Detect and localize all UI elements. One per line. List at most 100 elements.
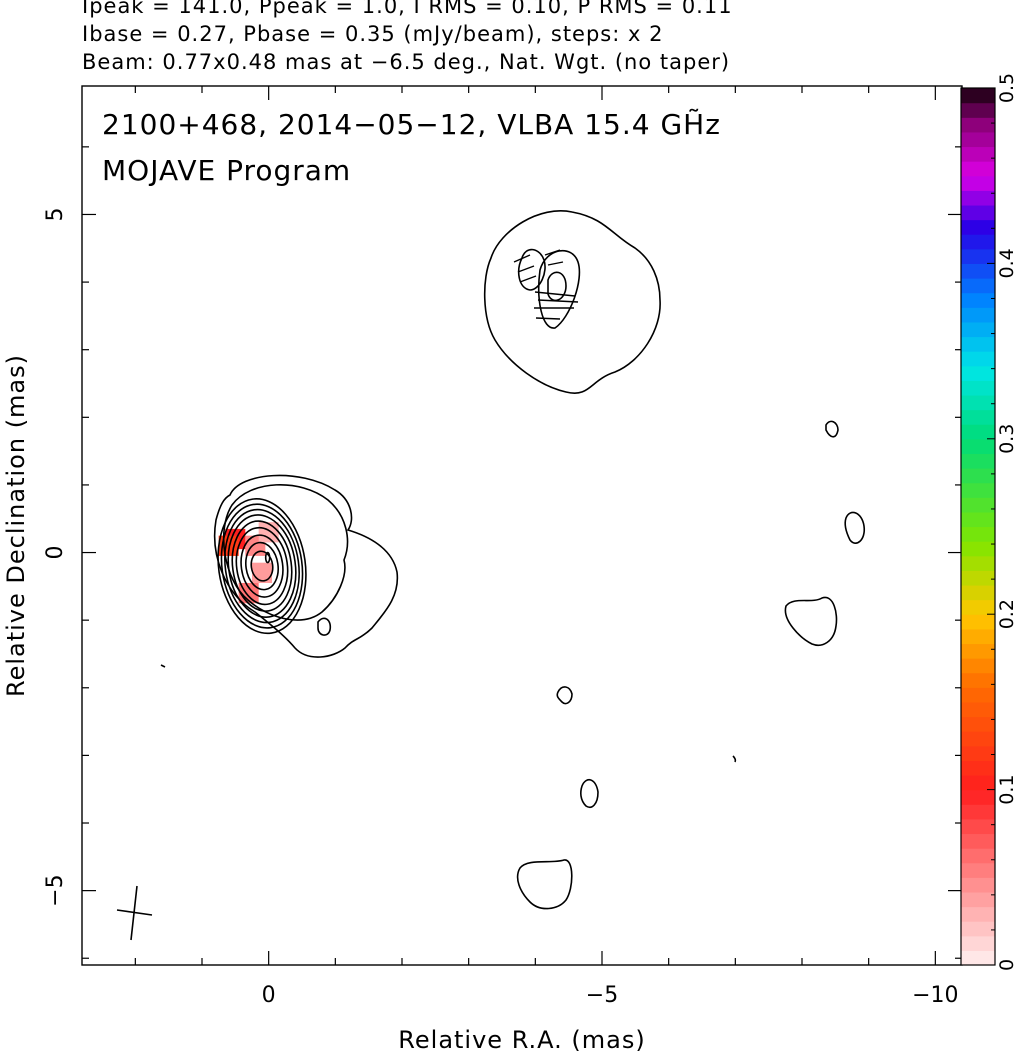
colorbar-segment bbox=[961, 672, 995, 688]
colorbar-segment bbox=[961, 614, 995, 630]
colorbar-segment bbox=[961, 774, 995, 791]
plot-border bbox=[81, 85, 963, 966]
beam-marker bbox=[116, 885, 153, 941]
colorbar-segment bbox=[961, 380, 995, 396]
core-contour-ring bbox=[240, 534, 284, 598]
colorbar-tick-label: 0.5 bbox=[996, 73, 1018, 103]
colorbar-tick-label: 0.1 bbox=[996, 774, 1018, 804]
core-contour-ring bbox=[224, 508, 300, 624]
contour-blob-4 bbox=[556, 686, 573, 705]
x-tick-label: −10 bbox=[912, 983, 958, 1008]
y-tick-label: −5 bbox=[43, 874, 68, 906]
contour-blob-1 bbox=[825, 420, 839, 438]
colorbar-segment bbox=[961, 190, 995, 206]
colorbar-segment bbox=[961, 336, 995, 352]
colorbar-segment bbox=[961, 161, 995, 177]
colorbar-segment bbox=[961, 745, 995, 761]
contour-knot-north bbox=[483, 210, 661, 394]
plot-title: 2100+468, 2014−05−12, VLBA 15.4 GH̃z bbox=[102, 108, 721, 141]
colorbar-segment bbox=[961, 628, 995, 645]
core-contours bbox=[217, 498, 307, 635]
colorbar-segment bbox=[961, 248, 995, 264]
colorbar-segment bbox=[961, 321, 995, 338]
x-tick-label: 0 bbox=[262, 983, 276, 1008]
colorbar-segment bbox=[961, 263, 995, 279]
evpa-ticks bbox=[513, 249, 579, 320]
colorbar-tick-label: 0.4 bbox=[996, 248, 1018, 278]
colorbar-segment bbox=[961, 351, 995, 367]
core-contour-ring bbox=[250, 550, 274, 582]
colorbar-segment bbox=[961, 731, 995, 747]
colorbar-segment bbox=[961, 175, 995, 191]
colorbar-segment bbox=[961, 643, 995, 659]
colorbar-segment bbox=[961, 453, 995, 469]
y-axis-label: Relative Declination (mas) bbox=[2, 353, 30, 698]
colorbar-segment bbox=[961, 117, 995, 133]
x-tick-label: −5 bbox=[586, 983, 618, 1008]
colorbar-segment bbox=[961, 687, 995, 703]
colorbar-segment bbox=[961, 365, 995, 381]
core-contour-ring bbox=[245, 541, 279, 591]
contour-knot-inner-b bbox=[537, 249, 581, 329]
colorbar-segment bbox=[961, 219, 995, 235]
colorbar-segment bbox=[961, 570, 995, 586]
colorbar-segment bbox=[961, 394, 995, 411]
polarization-pixel bbox=[252, 562, 272, 583]
header-base-line: Ibase = 0.27, Pbase = 0.35 (mJy/beam), s… bbox=[82, 22, 664, 46]
contour-dot-left bbox=[160, 664, 166, 668]
core-peak-contour bbox=[264, 551, 271, 564]
contour-blob-3 bbox=[784, 596, 838, 646]
colorbar-segment bbox=[961, 497, 995, 513]
colorbar-segment bbox=[961, 833, 995, 849]
colorbar-segment bbox=[961, 307, 995, 323]
header-beam-line: Beam: 0.77x0.48 mas at −6.5 deg., Nat. W… bbox=[82, 50, 731, 74]
polarization-pixel bbox=[258, 522, 279, 543]
colorbar-segment bbox=[961, 511, 995, 528]
colorbar-tick-label: 0.3 bbox=[996, 424, 1018, 454]
colorbar-segment bbox=[961, 599, 995, 615]
colorbar-segment bbox=[961, 716, 995, 732]
contour-blob-5 bbox=[580, 779, 599, 808]
colorbar-segment bbox=[961, 88, 995, 104]
colorbar-segment bbox=[961, 921, 995, 937]
contour-blob-6 bbox=[516, 859, 573, 910]
colorbar-segment bbox=[961, 950, 995, 966]
colorbar-segment bbox=[961, 278, 995, 294]
contour-jet-blob bbox=[317, 617, 332, 636]
colorbar-segment bbox=[961, 760, 995, 776]
core-contour-ring bbox=[231, 520, 293, 612]
colorbar-segment bbox=[961, 541, 995, 557]
colorbar-segment bbox=[961, 818, 995, 835]
colorbar-segment bbox=[961, 526, 995, 542]
colorbar-segment bbox=[961, 409, 995, 425]
header-stats-line: Ipeak = 141.0, Ppeak = 1.0, I RMS = 0.10… bbox=[82, 0, 733, 18]
y-tick-label: 5 bbox=[43, 207, 68, 221]
colorbar-segment bbox=[961, 102, 995, 118]
plot-subtitle: MOJAVE Program bbox=[102, 154, 352, 187]
y-tick-label: 0 bbox=[43, 546, 68, 560]
colorbar-segment bbox=[961, 906, 995, 922]
colorbar-segment bbox=[961, 146, 995, 162]
contour-knot-inner-c bbox=[547, 271, 567, 302]
colorbar-segment bbox=[961, 584, 995, 601]
core-contour-ring bbox=[235, 526, 289, 606]
core-contour-ring bbox=[227, 514, 297, 618]
plot-frame: 0 −5 −10 5 0 −5 bbox=[43, 85, 963, 1008]
colorbar-segment bbox=[961, 891, 995, 908]
contour-dot-right bbox=[732, 755, 737, 763]
x-axis-label: Relative R.A. (mas) bbox=[398, 1026, 646, 1054]
core-contour-ring bbox=[217, 498, 307, 635]
intensity-contours bbox=[160, 210, 866, 910]
colorbar-segment bbox=[961, 877, 995, 893]
colorbar-tick-label: 0.2 bbox=[996, 599, 1018, 629]
colorbar-segment bbox=[961, 204, 995, 221]
colorbar-segment bbox=[961, 131, 995, 148]
colorbar-segment bbox=[961, 555, 995, 571]
colorbar-segment bbox=[961, 701, 995, 718]
colorbar-border bbox=[960, 87, 996, 966]
colorbar-segment bbox=[961, 658, 995, 674]
colorbar-segment bbox=[961, 804, 995, 820]
colorbar-segment bbox=[961, 482, 995, 498]
core-contour-ring bbox=[220, 503, 304, 629]
